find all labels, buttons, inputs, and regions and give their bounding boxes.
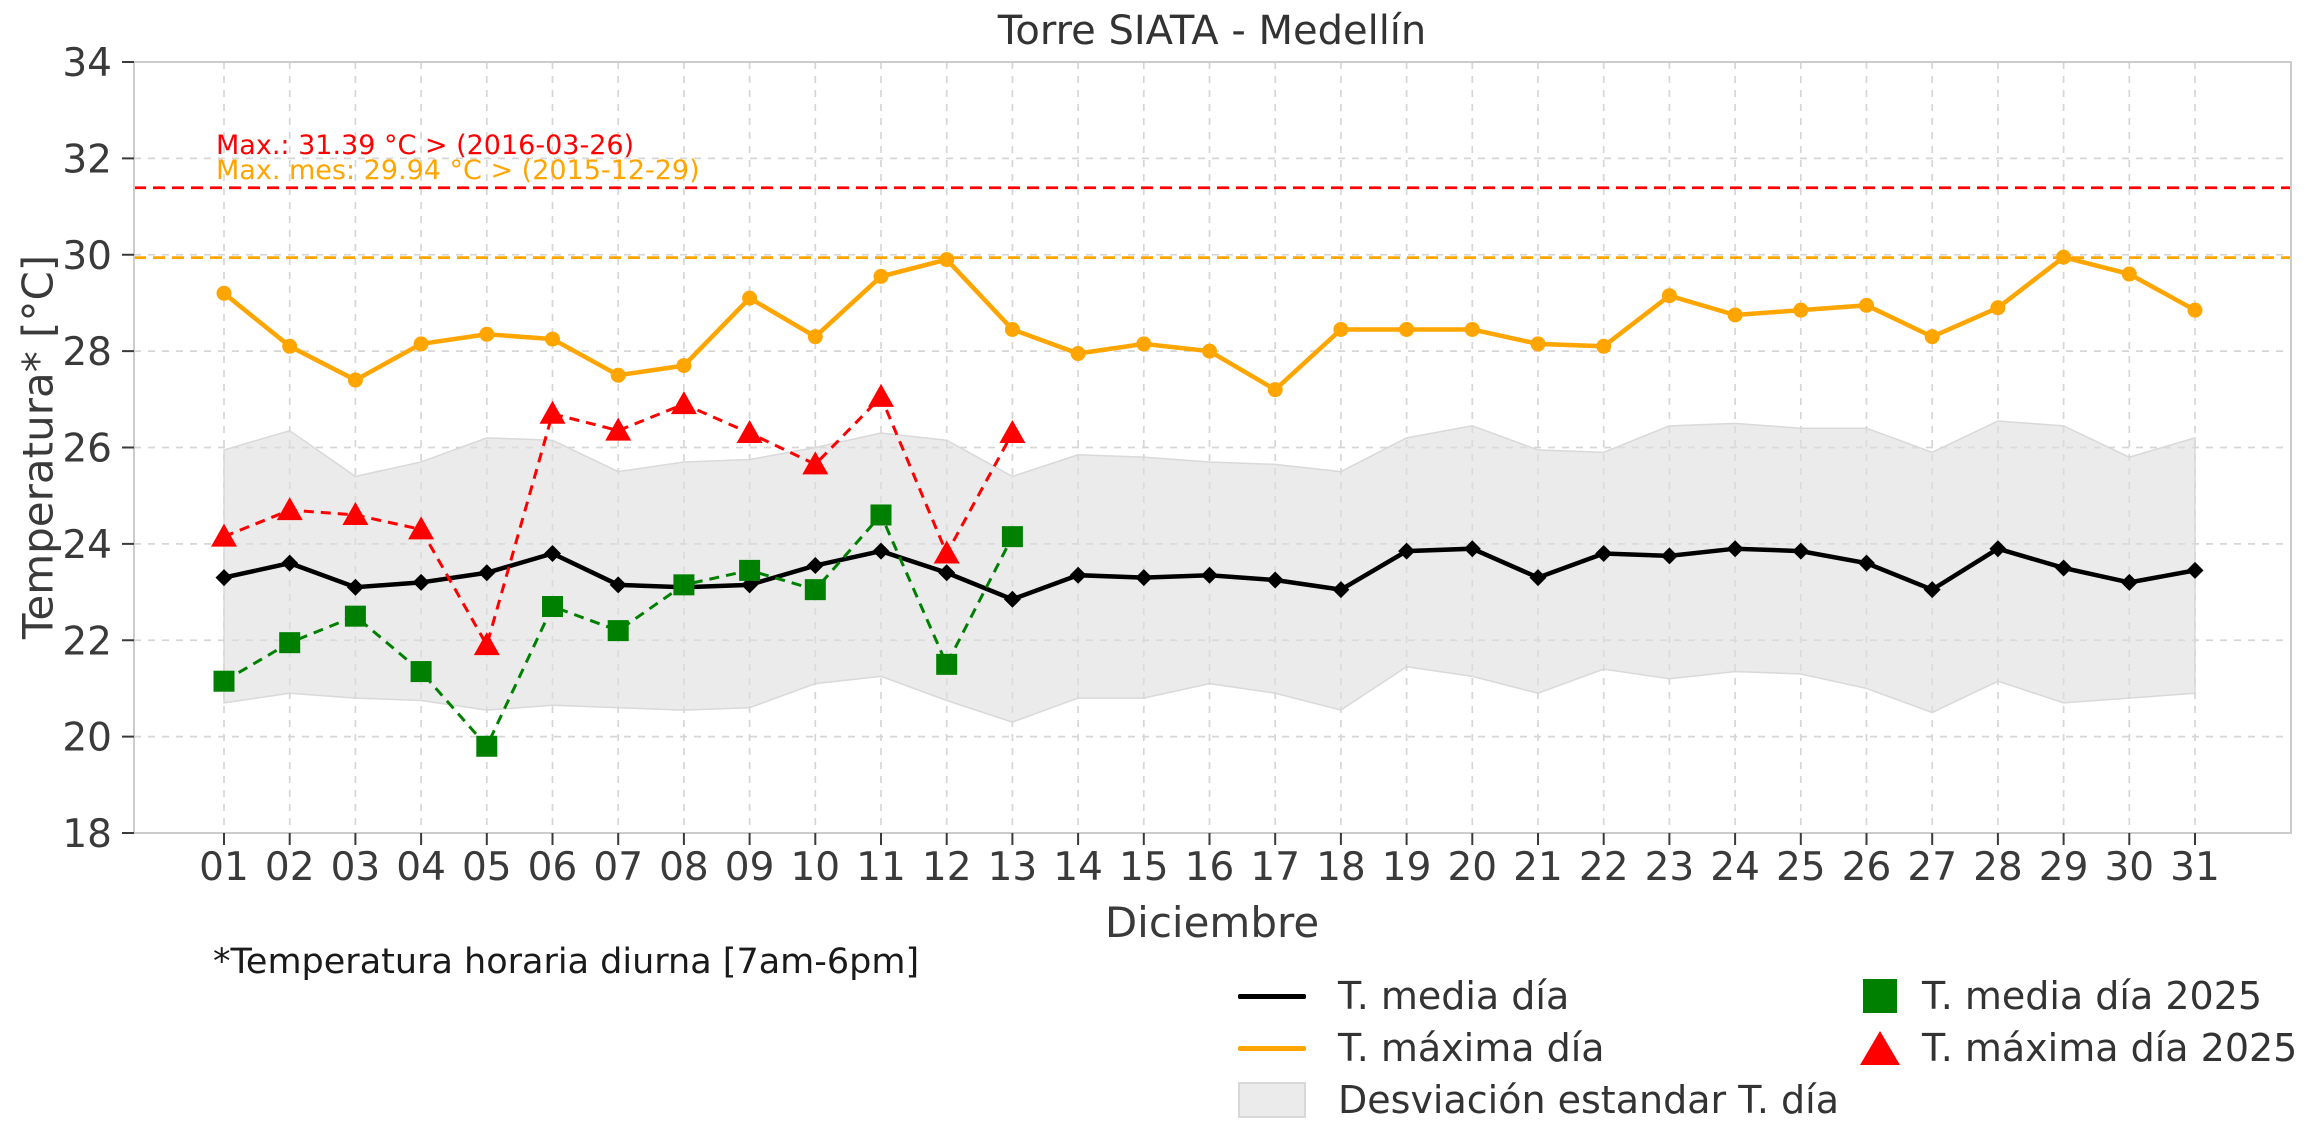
x-tick-label: 23 [1645, 845, 1695, 890]
x-tick-label: 21 [1513, 845, 1563, 890]
y-tick-label: 18 [62, 812, 112, 857]
x-tick-label: 27 [1907, 845, 1957, 890]
x-tick-label: 24 [1710, 845, 1760, 890]
legend-label: Desviación estandar T. día [1338, 1078, 1840, 1122]
legend-label: T. media día 2025 [1922, 974, 2263, 1018]
series-triangle [211, 383, 1026, 656]
x-tick-label: 11 [856, 845, 906, 890]
black-line-swatch [1238, 993, 1320, 999]
legend-column-1: T. media día T. máxima día Desviación es… [1238, 970, 1839, 1126]
x-tick-label: 29 [2039, 845, 2089, 890]
green-square-swatch [1856, 979, 1904, 1013]
x-tick-label: 01 [199, 845, 249, 890]
x-tick-label: 08 [659, 845, 709, 890]
x-tick-label: 28 [1973, 845, 2023, 890]
x-tick-label: 26 [1842, 845, 1892, 890]
series-diamond [215, 540, 2204, 608]
chart-title: Torre SIATA - Medellín [997, 8, 1427, 54]
x-tick-label: 15 [1119, 845, 1169, 890]
y-tick-label: 26 [62, 427, 112, 472]
x-tick-label: 20 [1447, 845, 1497, 890]
gray-patch-swatch [1238, 1082, 1320, 1118]
reference-lines [134, 186, 2291, 260]
y-tick-label: 34 [62, 41, 112, 86]
y-tick-label: 30 [62, 234, 112, 279]
legend-item-maxima-2025: T. máxima día 2025 [1856, 1022, 2297, 1074]
annotation-record-max: Max.: 31.39 °C > (2016-03-26) [216, 130, 635, 161]
y-axis-label: Temperatura* [°C] [13, 254, 63, 640]
x-tick-label: 30 [2104, 845, 2154, 890]
x-tick-label: 05 [462, 845, 512, 890]
legend-item-media: T. media día [1238, 970, 1839, 1022]
x-tick-label: 03 [331, 845, 381, 890]
x-tick-label: 16 [1185, 845, 1235, 890]
x-axis-label: Diciembre [1104, 898, 1320, 947]
orange-line-swatch [1238, 1045, 1320, 1051]
x-tick-label: 22 [1579, 845, 1629, 890]
x-tick-label: 07 [593, 845, 643, 890]
legend-item-desviacion: Desviación estandar T. día [1238, 1074, 1839, 1126]
x-tick-label: 14 [1053, 845, 1103, 890]
x-tick-label: 09 [725, 845, 775, 890]
legend-label: T. máxima día [1338, 1026, 1605, 1070]
red-triangle-swatch [1856, 1031, 1904, 1065]
y-tick-label: 22 [62, 619, 112, 664]
y-tick-label: 24 [62, 523, 112, 568]
legend-column-2: T. media día 2025 T. máxima día 2025 [1856, 970, 2297, 1074]
x-tick-label: 17 [1250, 845, 1300, 890]
x-tick-label: 06 [528, 845, 578, 890]
footnote: *Temperatura horaria diurna [7am-6pm] [213, 942, 920, 982]
legend-item-media-2025: T. media día 2025 [1856, 970, 2297, 1022]
x-tick-label: 19 [1382, 845, 1432, 890]
y-tick-label: 28 [62, 330, 112, 375]
x-tick-label: 10 [790, 845, 840, 890]
x-tick-label: 18 [1316, 845, 1366, 890]
x-tick-label: 02 [265, 845, 315, 890]
legend-label: T. máxima día 2025 [1922, 1026, 2298, 1070]
legend-label: T. media día [1338, 974, 1570, 1018]
x-tick-label: 04 [396, 845, 446, 890]
legend-item-maxima: T. máxima día [1238, 1022, 1839, 1074]
y-tick-label: 20 [62, 716, 112, 761]
x-tick-label: 25 [1776, 845, 1826, 890]
series-circle [216, 249, 2203, 398]
x-tick-label: 31 [2170, 845, 2220, 890]
annotation-month-max: Max. mes: 29.94 °C > (2015-12-29) [216, 155, 700, 186]
axis-ticks: 01 02 03 04 05 06 07 08 09 10 11 12 13 14 15 16 17 18 19 20… [62, 41, 2219, 890]
x-tick-label: 12 [922, 845, 972, 890]
x-tick-label: 13 [988, 845, 1038, 890]
series-square [213, 504, 1023, 757]
y-tick-label: 32 [62, 137, 112, 182]
